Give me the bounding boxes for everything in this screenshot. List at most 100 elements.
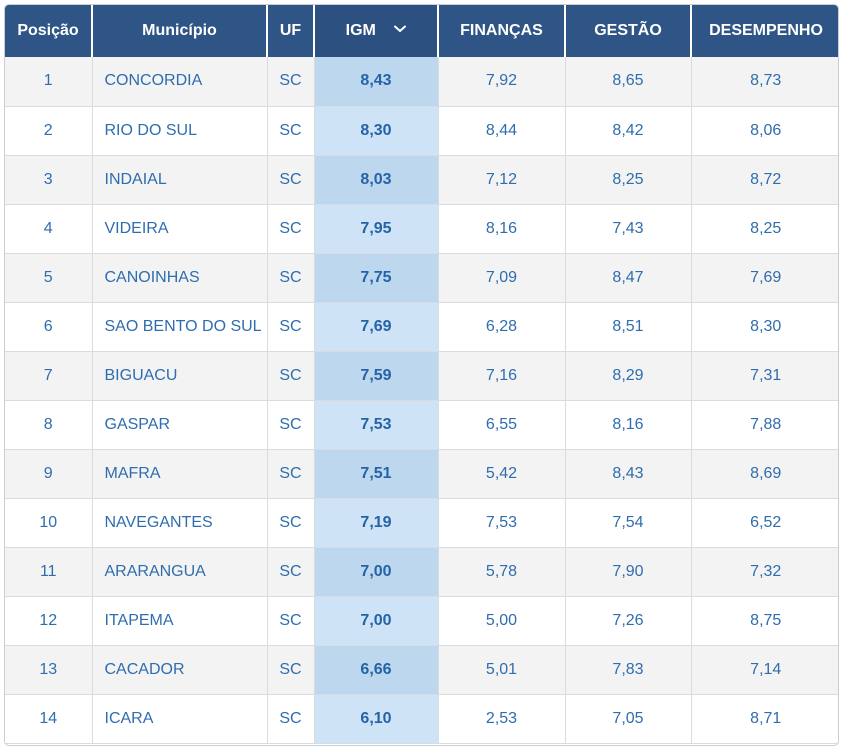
cell-financas: 8,16 <box>438 204 566 254</box>
ranking-table-container: Posição Município UF IGM FINANÇAS GESTÃO… <box>4 4 839 746</box>
cell-posicao: 3 <box>5 155 93 205</box>
cell-financas: 8,44 <box>438 106 566 156</box>
cell-desempenho: 8,73 <box>691 57 838 107</box>
cell-desempenho: 7,69 <box>691 253 838 303</box>
cell-uf: SC <box>267 449 315 499</box>
cell-gestao: 7,05 <box>565 694 692 744</box>
cell-municipio: ICARA <box>92 694 268 744</box>
cell-uf: SC <box>267 302 315 352</box>
cell-desempenho: 7,14 <box>691 645 838 695</box>
cell-financas: 7,16 <box>438 351 566 401</box>
cell-uf: SC <box>267 694 315 744</box>
table-row: 4 VIDEIRA SC 7,95 8,16 7,43 8,25 <box>5 204 838 254</box>
cell-gestao: 8,47 <box>565 253 692 303</box>
header-igm-label: IGM <box>345 22 376 39</box>
cell-financas: 5,00 <box>438 596 566 646</box>
cell-desempenho: 7,32 <box>691 547 838 597</box>
cell-posicao: 14 <box>5 694 93 744</box>
cell-financas: 5,78 <box>438 547 566 597</box>
cell-municipio: MAFRA <box>92 449 268 499</box>
cell-desempenho: 8,06 <box>691 106 838 156</box>
cell-posicao: 5 <box>5 253 93 303</box>
cell-financas: 7,12 <box>438 155 566 205</box>
cell-igm: 7,19 <box>314 498 439 548</box>
cell-gestao: 8,42 <box>565 106 692 156</box>
cell-financas: 6,55 <box>438 400 566 450</box>
cell-uf: SC <box>267 253 315 303</box>
table-row: 7 BIGUACU SC 7,59 7,16 8,29 7,31 <box>5 351 838 401</box>
cell-posicao: 9 <box>5 449 93 499</box>
cell-uf: SC <box>267 547 315 597</box>
table-row: 14 ICARA SC 6,10 2,53 7,05 8,71 <box>5 694 838 744</box>
table-row: 9 MAFRA SC 7,51 5,42 8,43 8,69 <box>5 449 838 499</box>
cell-igm: 7,53 <box>314 400 439 450</box>
cell-municipio: NAVEGANTES <box>92 498 268 548</box>
cell-financas: 6,28 <box>438 302 566 352</box>
cell-igm: 8,43 <box>314 57 439 107</box>
cell-gestao: 8,25 <box>565 155 692 205</box>
table-row: 11 ARARANGUA SC 7,00 5,78 7,90 7,32 <box>5 547 838 597</box>
cell-desempenho: 8,71 <box>691 694 838 744</box>
cell-igm: 8,30 <box>314 106 439 156</box>
cell-municipio: CONCORDIA <box>92 57 268 107</box>
cell-uf: SC <box>267 155 315 205</box>
cell-gestao: 8,16 <box>565 400 692 450</box>
chevron-down-icon <box>394 25 407 33</box>
header-desempenho[interactable]: DESEMPENHO <box>691 5 838 57</box>
cell-gestao: 7,26 <box>565 596 692 646</box>
cell-financas: 7,09 <box>438 253 566 303</box>
cell-gestao: 7,43 <box>565 204 692 254</box>
cell-municipio: CANOINHAS <box>92 253 268 303</box>
cell-municipio: CACADOR <box>92 645 268 695</box>
cell-igm: 7,69 <box>314 302 439 352</box>
cell-desempenho: 8,25 <box>691 204 838 254</box>
cell-igm: 7,59 <box>314 351 439 401</box>
cell-municipio: GASPAR <box>92 400 268 450</box>
table-row: 6 SAO BENTO DO SUL SC 7,69 6,28 8,51 8,30 <box>5 302 838 352</box>
cell-posicao: 6 <box>5 302 93 352</box>
header-posicao[interactable]: Posição <box>5 5 93 57</box>
cell-municipio: ARARANGUA <box>92 547 268 597</box>
table-row: 2 RIO DO SUL SC 8,30 8,44 8,42 8,06 <box>5 106 838 156</box>
cell-financas: 7,53 <box>438 498 566 548</box>
cell-desempenho: 7,88 <box>691 400 838 450</box>
cell-uf: SC <box>267 596 315 646</box>
cell-financas: 2,53 <box>438 694 566 744</box>
cell-posicao: 10 <box>5 498 93 548</box>
cell-igm: 6,10 <box>314 694 439 744</box>
table-row: 10 NAVEGANTES SC 7,19 7,53 7,54 6,52 <box>5 498 838 548</box>
cell-gestao: 7,83 <box>565 645 692 695</box>
cell-posicao: 2 <box>5 106 93 156</box>
table-row: 1 CONCORDIA SC 8,43 7,92 8,65 8,73 <box>5 57 838 107</box>
table-row: 5 CANOINHAS SC 7,75 7,09 8,47 7,69 <box>5 253 838 303</box>
cell-municipio: RIO DO SUL <box>92 106 268 156</box>
cell-municipio: INDAIAL <box>92 155 268 205</box>
header-igm[interactable]: IGM <box>314 5 439 57</box>
cell-uf: SC <box>267 351 315 401</box>
cell-igm: 7,00 <box>314 596 439 646</box>
cell-uf: SC <box>267 57 315 107</box>
cell-gestao: 8,43 <box>565 449 692 499</box>
cell-igm: 7,00 <box>314 547 439 597</box>
cell-financas: 5,42 <box>438 449 566 499</box>
header-gestao[interactable]: GESTÃO <box>565 5 692 57</box>
cell-uf: SC <box>267 498 315 548</box>
cell-igm: 8,03 <box>314 155 439 205</box>
cell-posicao: 7 <box>5 351 93 401</box>
header-municipio[interactable]: Município <box>92 5 268 57</box>
table-row: 12 ITAPEMA SC 7,00 5,00 7,26 8,75 <box>5 596 838 646</box>
cell-gestao: 8,65 <box>565 57 692 107</box>
cell-municipio: VIDEIRA <box>92 204 268 254</box>
cell-desempenho: 8,69 <box>691 449 838 499</box>
cell-posicao: 12 <box>5 596 93 646</box>
header-uf[interactable]: UF <box>267 5 315 57</box>
cell-financas: 7,92 <box>438 57 566 107</box>
cell-uf: SC <box>267 106 315 156</box>
cell-desempenho: 8,30 <box>691 302 838 352</box>
header-financas[interactable]: FINANÇAS <box>438 5 566 57</box>
cell-posicao: 1 <box>5 57 93 107</box>
cell-desempenho: 8,75 <box>691 596 838 646</box>
cell-municipio: ITAPEMA <box>92 596 268 646</box>
cell-posicao: 8 <box>5 400 93 450</box>
table-row: 13 CACADOR SC 6,66 5,01 7,83 7,14 <box>5 645 838 695</box>
